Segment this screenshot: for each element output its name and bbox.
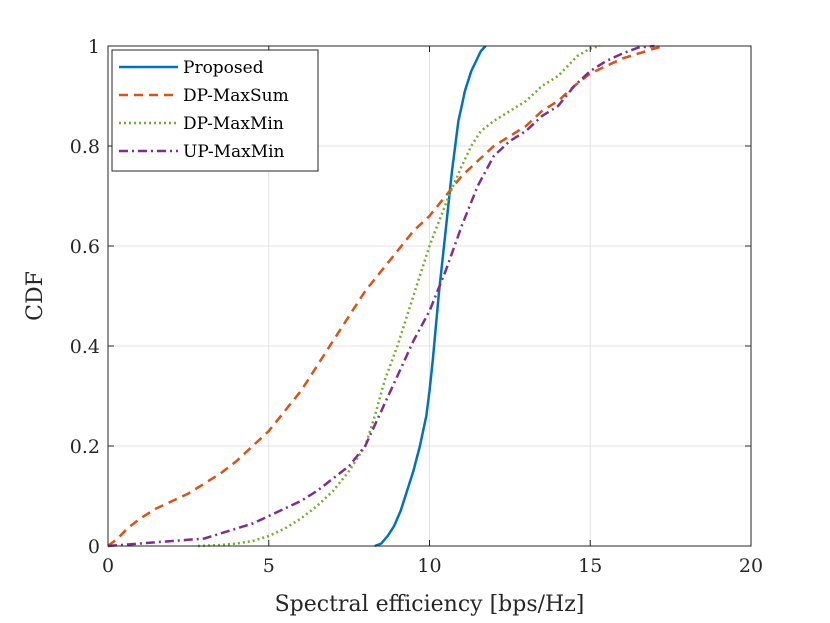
plot-series [107, 44, 665, 548]
y-tick-label: 0.6 [70, 236, 100, 258]
y-tick-label: 0.8 [70, 136, 100, 158]
legend-label: DP-MaxSum [183, 86, 289, 106]
x-tick-label: 10 [417, 555, 441, 577]
x-axis-label: Spectral efficiency [bps/Hz] [275, 592, 585, 617]
series-line-proposed [374, 45, 487, 548]
legend-label: Proposed [183, 58, 264, 78]
legend-label: DP-MaxMin [183, 114, 284, 134]
y-tick-label: 1 [88, 36, 100, 58]
legend-label: UP-MaxMin [183, 142, 285, 162]
series-line-up-maxmin [107, 44, 655, 548]
x-tick-label: 5 [263, 555, 275, 577]
axis-ticks: 0 5 10 15 20 0 0.2 0.4 0.6 0.8 1 [70, 36, 763, 577]
x-tick-label: 20 [739, 555, 763, 577]
x-tick-label: 15 [578, 555, 602, 577]
y-tick-label: 0 [88, 536, 100, 558]
legend: Proposed DP-MaxSum DP-MaxMin UP-MaxMin [111, 49, 319, 172]
y-tick-label: 0.4 [70, 336, 100, 358]
y-axis-label: CDF [23, 271, 48, 321]
y-tick-label: 0.2 [70, 436, 100, 458]
x-tick-label: 0 [102, 555, 114, 577]
